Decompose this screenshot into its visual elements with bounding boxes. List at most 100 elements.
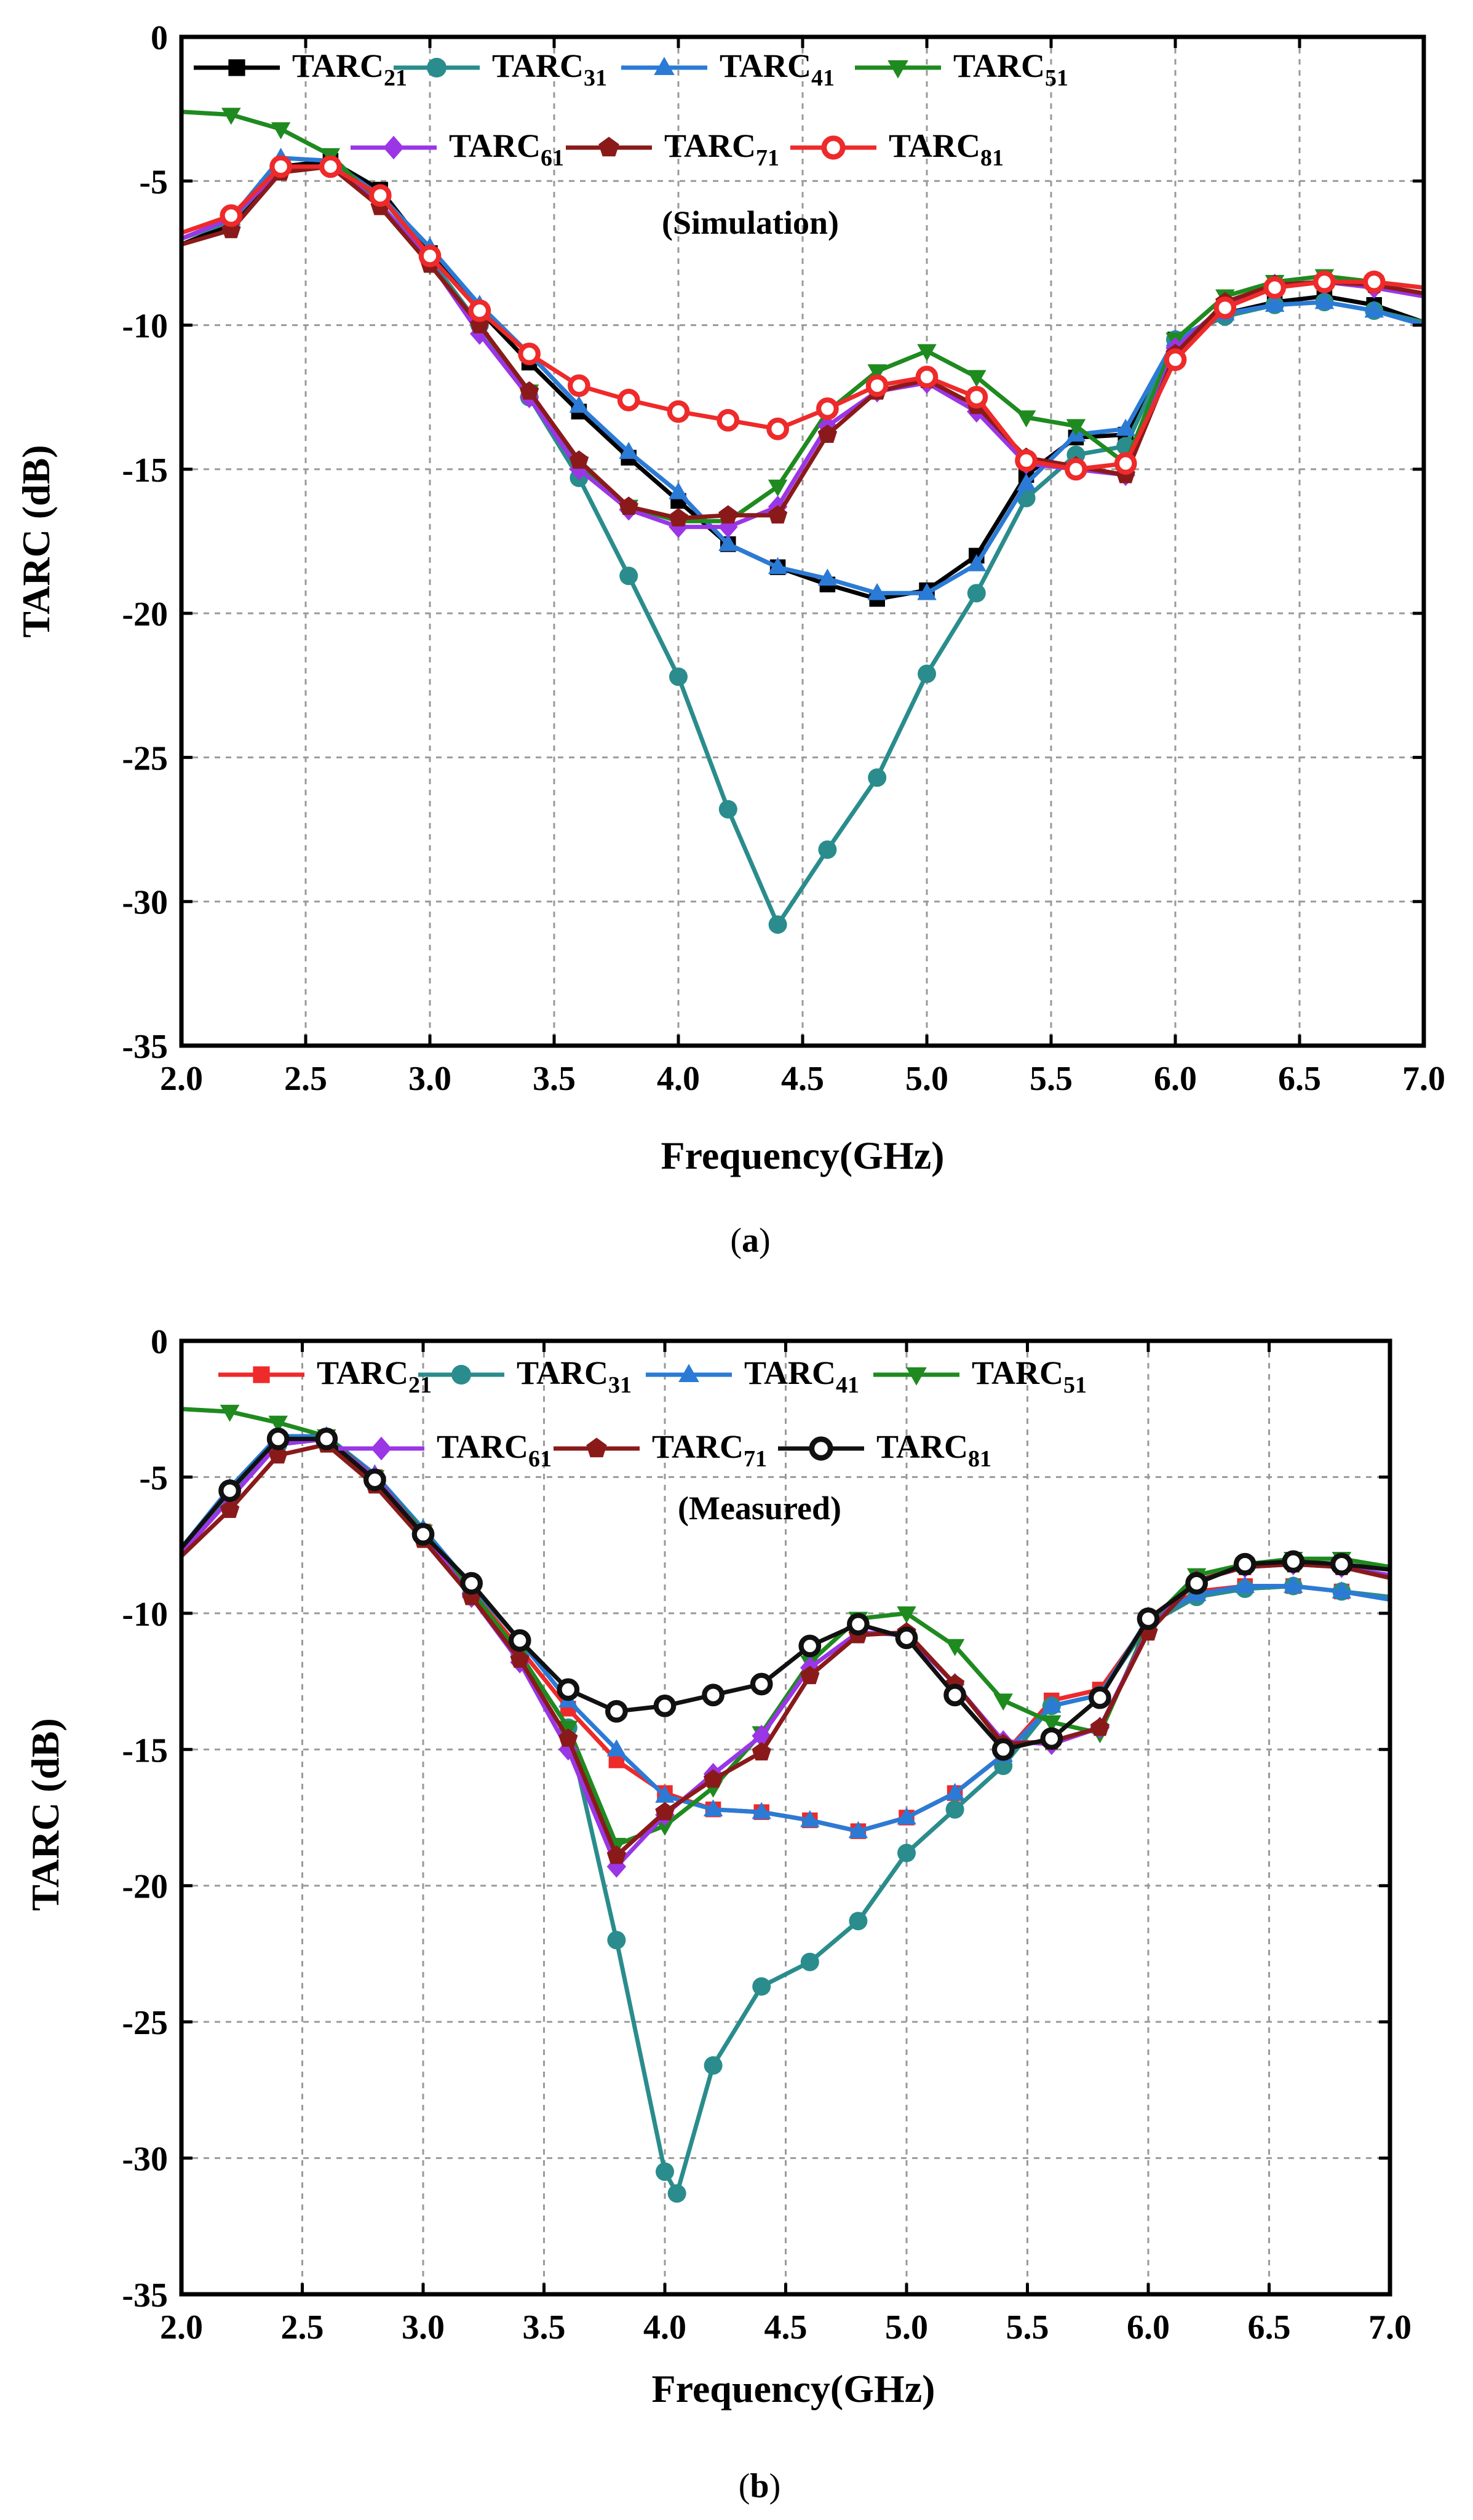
y-tick-label: -5 — [139, 1459, 168, 1497]
legend-label: TARC21 — [317, 1354, 432, 1398]
data-point — [752, 1977, 771, 1996]
axis-ticks: 2.0 2.5 3.0 3.5 4.0 4.5 5.0 5.5 6.0 6.5 7.0 0 -5 -10 -… — [122, 1323, 1411, 2347]
data-point — [606, 1739, 627, 1757]
data-point — [619, 442, 638, 459]
legend-label: TARC51 — [953, 47, 1068, 91]
data-point — [752, 1802, 771, 1819]
data-point — [848, 1821, 868, 1838]
data-point — [220, 1404, 240, 1422]
data-point — [1016, 410, 1036, 428]
x-tick-label: 4.5 — [764, 2308, 808, 2347]
data-point — [518, 343, 541, 365]
legend-swatch-marker — [598, 137, 619, 157]
data-point — [220, 204, 243, 227]
data-point — [1065, 458, 1087, 481]
legend-label: TARC61 — [449, 127, 564, 171]
x-tick-label: 3.5 — [533, 1060, 576, 1098]
legend-swatch-marker — [383, 135, 404, 160]
data-point — [655, 1802, 675, 1821]
legend-label: TARC41 — [744, 1354, 859, 1398]
legend-label-name: TARC — [953, 47, 1045, 84]
data-point — [1362, 270, 1386, 293]
x-tick-label: 6.5 — [1278, 1060, 1321, 1098]
legend-item-21: TARC21 — [194, 47, 407, 91]
data-point — [1235, 1576, 1255, 1593]
legend-label-subscript: 41 — [836, 1372, 859, 1398]
legend-label: TARC31 — [492, 47, 607, 91]
data-point — [1284, 1576, 1303, 1593]
legend-item-51: TARC51 — [873, 1354, 1087, 1398]
data-point — [220, 1500, 240, 1518]
data-point — [915, 365, 939, 389]
x-tick-label: 6.5 — [1248, 2308, 1291, 2347]
caption-a: (a) — [730, 1222, 770, 1260]
data-point — [718, 534, 738, 551]
data-point — [1313, 270, 1336, 293]
legend-label: TARC31 — [517, 1354, 632, 1398]
y-tick-label: -30 — [122, 884, 168, 922]
legend-swatch-marker — [371, 1436, 392, 1461]
legend-item-21: TARC21 — [218, 1354, 432, 1398]
legend-item-41: TARC41 — [621, 47, 835, 91]
legend-swatch-marker — [253, 1366, 270, 1383]
series-81 — [180, 155, 1424, 481]
data-point — [1282, 1550, 1305, 1573]
data-point — [221, 108, 241, 125]
caption-open-paren: ( — [739, 2467, 750, 2505]
x-axis-label: Frequency(GHz) — [652, 2367, 935, 2411]
data-point — [993, 1693, 1013, 1711]
data-point — [967, 370, 987, 388]
series-line — [180, 164, 1424, 472]
y-tick-label: -35 — [122, 1028, 168, 1066]
x-axis-label: Frequency(GHz) — [661, 1134, 945, 1177]
legend-label: TARC51 — [972, 1354, 1087, 1398]
data-point — [1042, 1715, 1062, 1733]
data-point — [766, 417, 789, 440]
legend-label-name: TARC — [664, 127, 756, 164]
data-point — [752, 1742, 771, 1761]
data-point — [418, 244, 442, 268]
x-tick-label: 4.5 — [781, 1060, 824, 1098]
data-point — [1213, 296, 1237, 319]
data-point — [897, 1807, 916, 1825]
data-point — [945, 1800, 964, 1819]
data-point — [849, 1912, 868, 1931]
legend-label: TARC71 — [652, 1428, 767, 1472]
y-axis-label: TARC (dB) — [23, 1718, 67, 1911]
data-point — [991, 1738, 1015, 1761]
data-point — [568, 374, 590, 397]
data-point — [1089, 1686, 1111, 1709]
data-point — [768, 505, 788, 524]
legend-label-subscript: 61 — [541, 145, 564, 171]
data-point — [1314, 292, 1335, 309]
legend-item-81: TARC81 — [778, 1428, 991, 1472]
data-point — [1116, 418, 1135, 436]
legend-label-subscript: 31 — [608, 1372, 632, 1398]
data-point — [268, 1445, 288, 1464]
data-point — [218, 1479, 241, 1502]
legend-label-subscript: 61 — [528, 1446, 552, 1472]
legend-label-name: TARC — [449, 127, 541, 164]
y-tick-label: -5 — [139, 163, 168, 201]
y-tick-label: 0 — [151, 1323, 168, 1361]
legend-label: TARC81 — [876, 1428, 991, 1472]
x-tick-label: 3.5 — [523, 2308, 566, 2347]
legend-label: TARC71 — [664, 127, 779, 171]
data-point — [1042, 1695, 1062, 1713]
legend-label-subscript: 71 — [756, 145, 779, 171]
data-point — [818, 840, 837, 859]
caption-close-paren: ) — [769, 2467, 781, 2505]
axis-ticks: 2.0 2.5 3.0 3.5 4.0 4.5 5.0 5.5 6.0 6.5 7.0 0 -5 -10 -… — [122, 19, 1445, 1098]
data-point — [703, 1799, 723, 1816]
data-point — [569, 395, 589, 413]
data-point — [1137, 1607, 1160, 1631]
legend-swatch-marker — [678, 1364, 699, 1382]
data-point — [319, 155, 342, 178]
legend-label-subscript: 31 — [584, 65, 607, 91]
data-point — [557, 1678, 580, 1701]
data-point — [653, 1695, 677, 1717]
caption-letter: a — [742, 1222, 759, 1260]
legend-swatch-marker — [427, 58, 447, 78]
data-point — [798, 1634, 822, 1658]
